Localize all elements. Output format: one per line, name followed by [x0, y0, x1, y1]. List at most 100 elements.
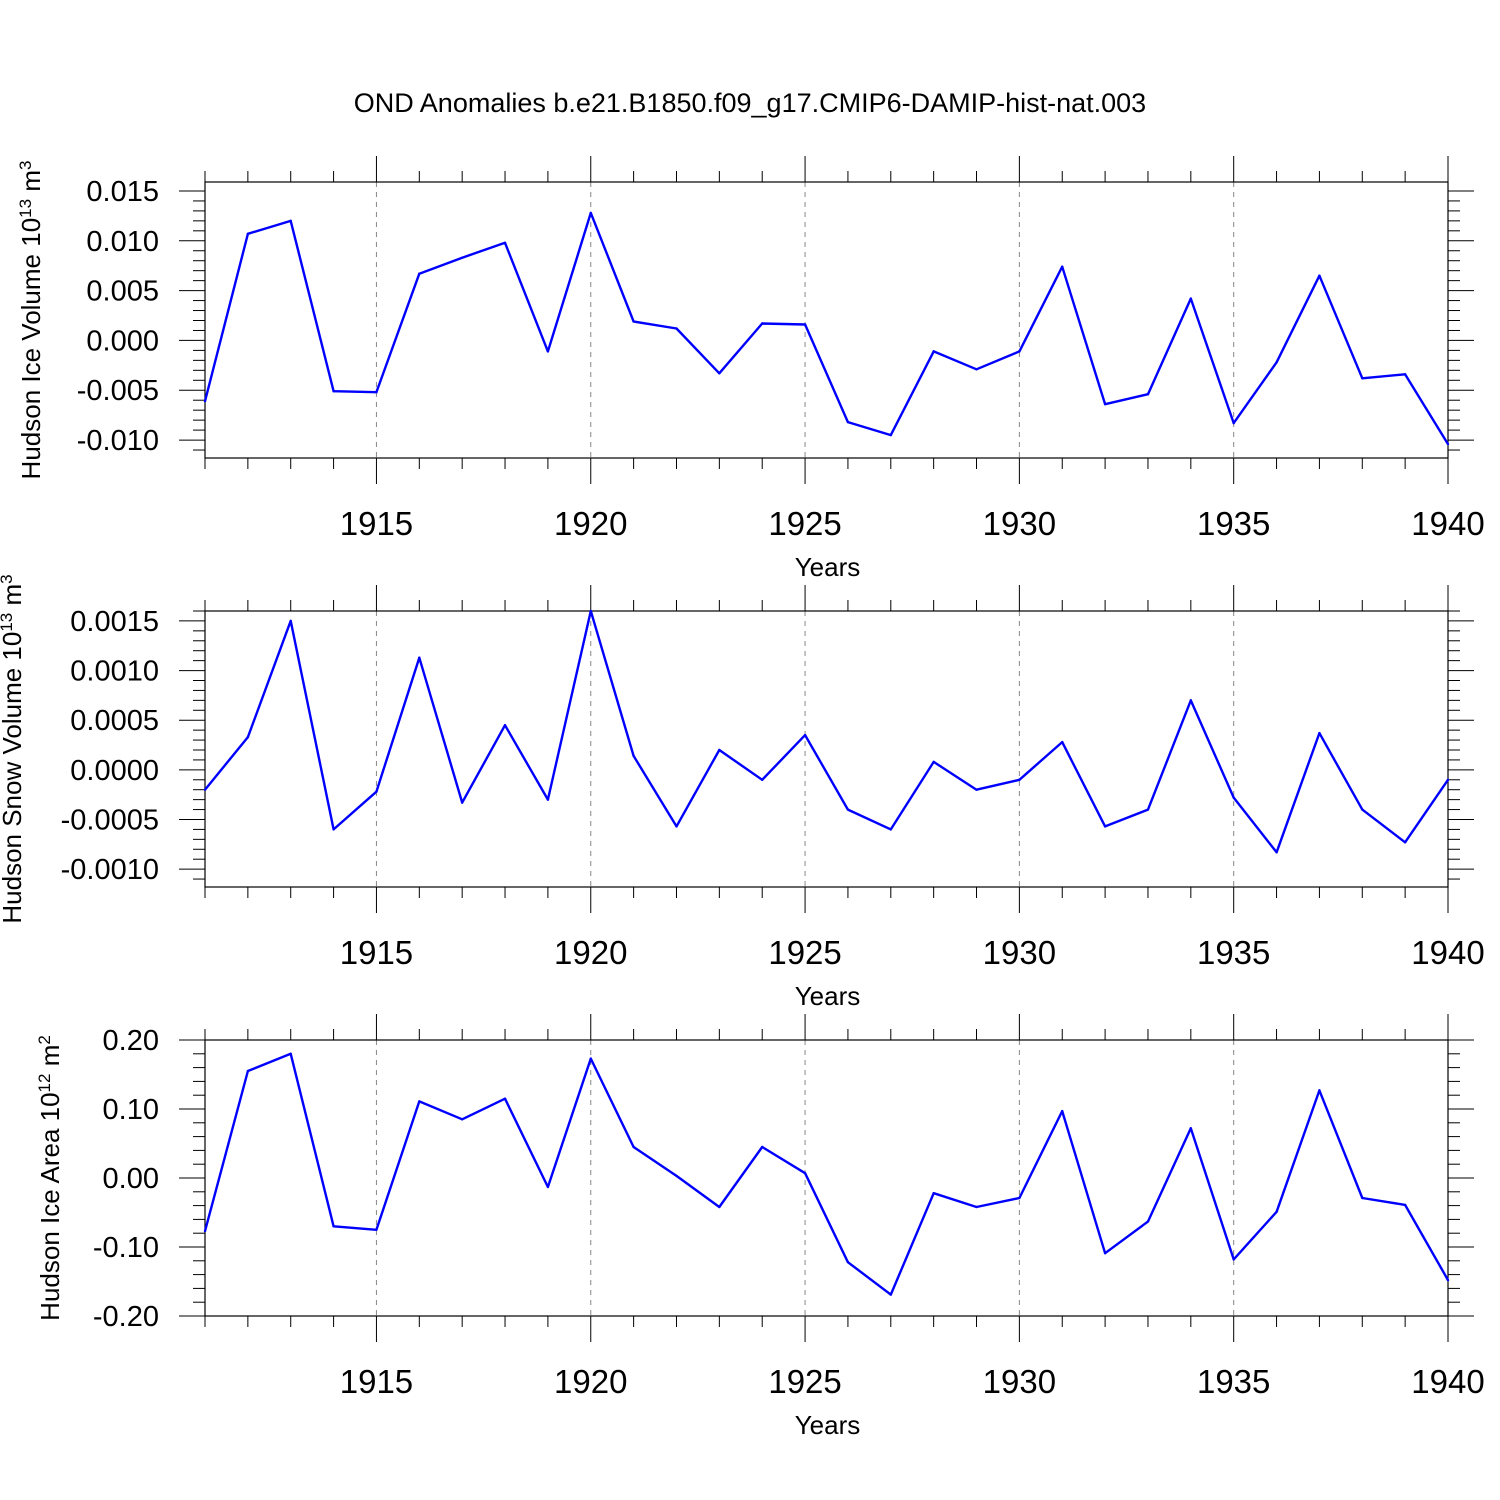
data-point — [1275, 1210, 1278, 1214]
plot-frame — [204, 1039, 1449, 1317]
data-point — [1146, 1220, 1150, 1223]
data-point — [1146, 808, 1150, 811]
data-point — [846, 1260, 850, 1264]
y-axis-label-part: 2 — [35, 1035, 54, 1044]
data-point — [975, 788, 978, 791]
y-tick-label: 0.000 — [86, 325, 159, 357]
data-point — [1103, 1252, 1107, 1255]
data-point — [803, 733, 807, 737]
x-tick-label: 1915 — [340, 934, 413, 971]
data-point — [718, 1205, 721, 1209]
y-tick-label: 0.005 — [86, 276, 159, 308]
data-point — [761, 778, 764, 781]
data-point — [1275, 361, 1278, 364]
y-tick-label: 0.20 — [103, 1025, 159, 1057]
x-tick-label: 1940 — [1411, 1363, 1484, 1400]
data-point — [503, 241, 507, 244]
y-axis-label: Hudson Ice Volume 1013 m3 — [16, 161, 47, 480]
x-tick-label: 1935 — [1197, 1363, 1270, 1400]
data-point — [1018, 778, 1021, 781]
data-point — [675, 327, 678, 330]
data-point — [932, 1191, 935, 1195]
data-point — [1361, 1196, 1364, 1200]
data-point — [1275, 851, 1278, 854]
x-tick-label: 1940 — [1411, 934, 1484, 971]
y-tick-label: 0.0000 — [70, 755, 159, 787]
data-point — [589, 609, 592, 613]
x-tick-label: 1925 — [768, 934, 841, 971]
data-point — [803, 1171, 807, 1175]
panel-3: 0.20 0.10 0.00 -0.10 -0.20 1915 1920 1925 1930 19… — [35, 1014, 1485, 1440]
data-point — [375, 790, 378, 793]
data-point — [846, 808, 850, 811]
data-point — [675, 825, 678, 828]
y-axis-label-part: 13 — [0, 613, 16, 632]
x-tick-label: 1930 — [983, 934, 1056, 971]
data-point — [1232, 1258, 1235, 1261]
data-point — [632, 1145, 635, 1149]
x-tick-label: 1935 — [1197, 505, 1270, 542]
y-axis-label-part: 3 — [0, 574, 16, 583]
data-point — [332, 390, 335, 393]
x-tick-label: 1920 — [554, 1363, 627, 1400]
data-point — [803, 323, 807, 326]
y-axis-label-part: Hudson Ice Area 10 — [35, 1092, 65, 1320]
y-axis-label-part: Hudson Ice Volume 10 — [16, 218, 46, 480]
data-point — [503, 723, 507, 727]
data-point — [289, 219, 292, 223]
data-point — [546, 350, 550, 353]
x-tick-label: 1930 — [983, 1363, 1056, 1400]
data-point — [975, 368, 978, 371]
data-point — [418, 272, 421, 275]
data-point — [761, 1145, 764, 1149]
y-axis-label: Hudson Ice Area 1012 m2 — [35, 1035, 66, 1321]
data-point — [546, 798, 550, 801]
data-point — [246, 232, 250, 236]
y-axis-label-part: 12 — [35, 1074, 54, 1093]
data-point — [718, 372, 721, 375]
data-point — [675, 1174, 678, 1178]
x-axis-label: Years — [795, 552, 861, 582]
x-tick-label: 1915 — [340, 1363, 413, 1400]
y-axis-label-part: m — [16, 170, 46, 199]
y-tick-label: 0.10 — [103, 1094, 159, 1126]
y-tick-label: 0.0005 — [70, 705, 159, 737]
plot-frame — [204, 610, 1449, 888]
data-point — [889, 433, 892, 437]
x-tick-label: 1925 — [768, 1363, 841, 1400]
data-point — [1318, 1089, 1321, 1092]
x-tick-label: 1940 — [1411, 505, 1484, 542]
y-tick-label: -0.0005 — [61, 804, 159, 836]
y-tick-label: 0.010 — [86, 226, 159, 258]
chart-title: OND Anomalies b.e21.B1850.f09_g17.CMIP6-… — [354, 88, 1146, 118]
data-point — [1403, 841, 1407, 844]
x-tick-label: 1930 — [983, 505, 1056, 542]
data-point — [1446, 442, 1450, 446]
series-line — [203, 1052, 1450, 1296]
panel-1: 0.015 0.010 0.005 0.000 -0.005 -0.010 1915 1920… — [16, 156, 1485, 582]
data-point — [460, 1118, 464, 1121]
data-point — [418, 656, 421, 659]
data-point — [546, 1185, 550, 1189]
data-point — [460, 256, 464, 259]
data-point — [846, 420, 850, 424]
x-tick-label: 1920 — [554, 505, 627, 542]
data-point — [589, 211, 592, 215]
data-point — [1361, 808, 1364, 811]
data-point — [1189, 1127, 1193, 1130]
data-point — [718, 748, 721, 752]
y-tick-label: 0.00 — [103, 1163, 159, 1195]
y-tick-label: -0.10 — [93, 1232, 159, 1264]
data-point — [1232, 796, 1235, 799]
y-tick-label: -0.005 — [77, 375, 159, 407]
data-point — [203, 1229, 207, 1233]
data-point — [1018, 1196, 1021, 1200]
data-point — [203, 788, 207, 791]
y-axis-label: Hudson Snow Volume 1013 m3 — [0, 574, 27, 923]
data-point — [632, 320, 635, 323]
data-point — [1232, 421, 1235, 425]
data-point — [932, 760, 935, 764]
data-point — [1103, 825, 1107, 828]
data-point — [375, 391, 378, 394]
x-tick-label: 1935 — [1197, 934, 1270, 971]
